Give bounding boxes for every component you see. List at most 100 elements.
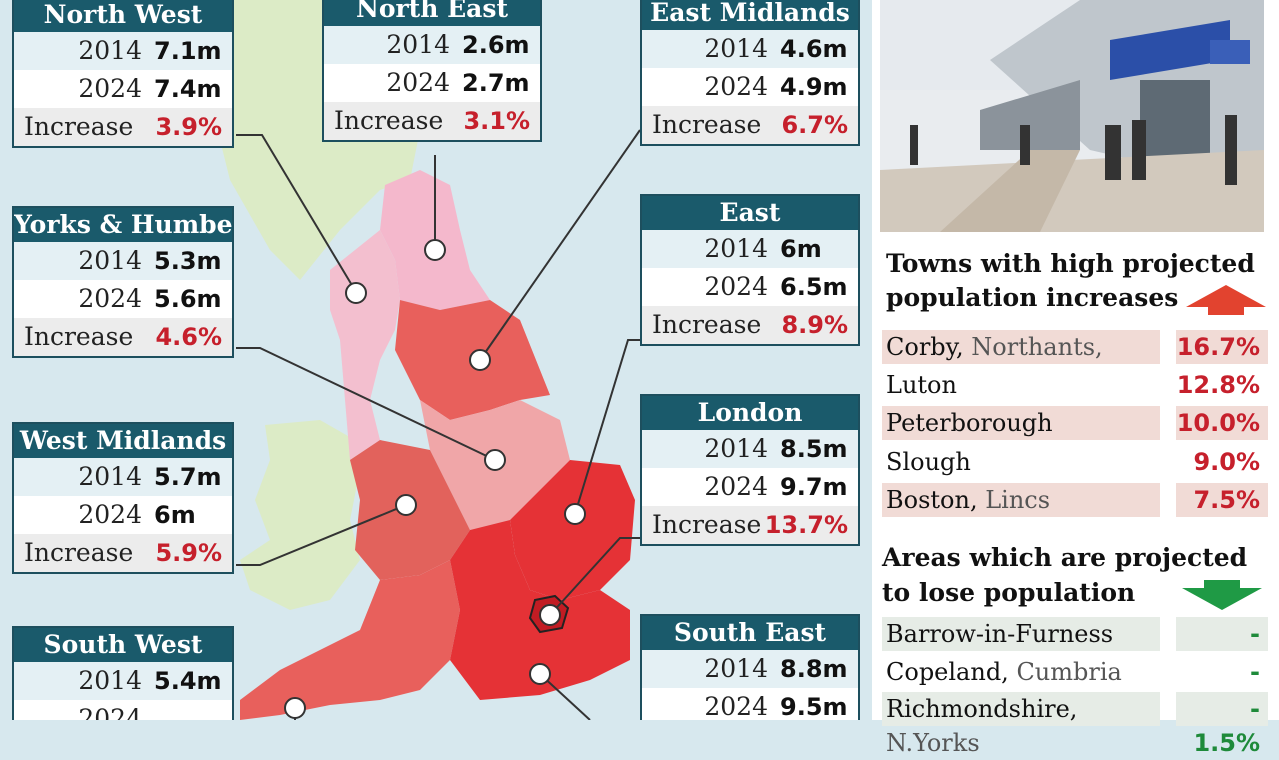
list-item: Barrow-in-Furness - 4.3% bbox=[882, 617, 1268, 682]
increase-label: Increase bbox=[24, 538, 134, 567]
marker-east-midlands bbox=[484, 449, 506, 471]
street-photo bbox=[880, 0, 1264, 232]
up-arrow-icon bbox=[1186, 285, 1266, 315]
town-name: Barrow-in-Furness bbox=[886, 620, 1114, 648]
year-label: 2014 bbox=[386, 30, 450, 59]
card-title: North East bbox=[324, 0, 540, 26]
increase-label: Increase bbox=[24, 322, 134, 351]
town-name: Boston, bbox=[886, 486, 978, 514]
town-value: 16.7% bbox=[1176, 330, 1268, 364]
isle-of-man-land bbox=[240, 170, 258, 196]
increase-label: Increase bbox=[334, 106, 444, 135]
increase-value: 6.7% bbox=[781, 111, 848, 139]
value-2024: 2.7m bbox=[462, 69, 530, 97]
increase-value: 3.9% bbox=[155, 113, 222, 141]
value-2024: 6m bbox=[154, 501, 196, 529]
town-value: - 1.5% bbox=[1176, 692, 1268, 757]
town-county: Cumbria bbox=[1008, 658, 1122, 686]
card-title: East Midlands bbox=[642, 0, 858, 30]
card-west-midlands: West Midlands 2014 5.7m 2024 6m Increase 5.… bbox=[12, 422, 234, 574]
year-label: 2024 bbox=[78, 500, 142, 529]
towns-increase-title-2: population increases bbox=[886, 283, 1179, 312]
marker-north-east bbox=[424, 239, 446, 261]
town-county: N.Yorks bbox=[886, 729, 980, 757]
down-arrow-icon bbox=[1182, 580, 1262, 610]
marker-west-midlands bbox=[395, 494, 417, 516]
year-label: 2014 bbox=[704, 34, 768, 63]
list-item: Slough 9.0% bbox=[882, 445, 1268, 479]
list-item: Corby, Northants, above 16.7% bbox=[882, 330, 1268, 395]
towns-increase-title-1: Towns with high projected bbox=[886, 249, 1255, 278]
value-2024: 7.4m bbox=[154, 75, 222, 103]
year-label: 2014 bbox=[78, 462, 142, 491]
value-2014: 5.4m bbox=[154, 667, 222, 695]
value-2014: 7.1m bbox=[154, 37, 222, 65]
value-2014: 2.6m bbox=[462, 31, 530, 59]
card-east-midlands: East Midlands 2014 4.6m 2024 4.9m Increase… bbox=[640, 0, 860, 146]
town-name: Corby, bbox=[886, 333, 964, 361]
card-title: East bbox=[642, 196, 858, 230]
region-south-west bbox=[240, 560, 460, 720]
town-name: Luton bbox=[886, 371, 957, 399]
side-panel: Towns with high projected population inc… bbox=[872, 0, 1279, 757]
town-value: - 2.4% bbox=[1176, 655, 1268, 720]
card-title: South West bbox=[14, 628, 232, 662]
year-label: 2014 bbox=[78, 36, 142, 65]
town-value: 10.0% bbox=[1176, 406, 1268, 440]
town-value: 9.0% bbox=[1176, 445, 1268, 479]
year-label: 2024 bbox=[704, 472, 768, 501]
marker-yorks bbox=[469, 349, 491, 371]
increase-value: 3.1% bbox=[463, 107, 530, 135]
value-2024: 5.6m bbox=[154, 285, 222, 313]
year-label: 2014 bbox=[78, 246, 142, 275]
list-item: Peterborough 10.0% bbox=[882, 406, 1268, 440]
marker-south-west bbox=[284, 697, 306, 719]
card-east: East 2014 6m 2024 6.5m Increase 8.9% bbox=[640, 194, 860, 346]
value-2014: 5.3m bbox=[154, 247, 222, 275]
card-yorks-humber: Yorks & Humber 2014 5.3m 2024 5.6m Increas… bbox=[12, 206, 234, 358]
value-2024: 4.9m bbox=[780, 73, 848, 101]
value-2024 bbox=[154, 700, 232, 720]
wales-land bbox=[240, 420, 360, 610]
year-label: 2014 bbox=[78, 666, 142, 695]
value-2014: 8.5m bbox=[780, 435, 848, 463]
value-2014: 5.7m bbox=[154, 463, 222, 491]
card-north-west: North West 2014 7.1m 2024 7.4m Increase 3.9… bbox=[12, 0, 234, 148]
year-label: 2024 bbox=[704, 72, 768, 101]
region-east bbox=[510, 460, 635, 600]
town-county: Lincs bbox=[977, 486, 1051, 514]
card-title: London bbox=[642, 396, 858, 430]
town-value: 7.5% bbox=[1176, 483, 1268, 517]
card-london: London 2014 8.5m 2024 9.7m Increase 13.7% bbox=[640, 394, 860, 546]
town-value: 12.8% bbox=[1176, 368, 1268, 402]
value-2024: 9.7m bbox=[780, 473, 848, 501]
value-2014: 4.6m bbox=[780, 35, 848, 63]
increase-value: 8.9% bbox=[781, 311, 848, 339]
card-title: West Midlands bbox=[14, 424, 232, 458]
increase-label: Increase bbox=[652, 510, 762, 539]
card-south-east: South East 2014 8.8m 2024 9.5m bbox=[640, 614, 860, 720]
list-item: Boston, Lincs 7.5% bbox=[882, 483, 1268, 517]
card-title: Yorks & Humber bbox=[14, 208, 232, 242]
areas-decrease-title-1: Areas which are projected bbox=[882, 543, 1248, 572]
town-name: Richmondshire, bbox=[886, 695, 1078, 723]
value-2024: 9.5m bbox=[780, 693, 848, 720]
list-item: Richmondshire, N.Yorks - 1.5% bbox=[882, 692, 1268, 757]
marker-north-west bbox=[345, 282, 367, 304]
value-2014: 6m bbox=[780, 235, 822, 263]
marker-london bbox=[539, 604, 561, 626]
town-name: Peterborough bbox=[886, 409, 1053, 437]
areas-decrease-title-2: to lose population bbox=[882, 578, 1136, 607]
year-label: 2024 bbox=[704, 272, 768, 301]
year-label: 2014 bbox=[704, 234, 768, 263]
year-label: 2024 bbox=[78, 704, 142, 720]
marker-south-east bbox=[529, 663, 551, 685]
year-label: 2014 bbox=[704, 434, 768, 463]
year-label: 2024 bbox=[78, 284, 142, 313]
value-2014: 8.8m bbox=[780, 655, 848, 683]
card-title: South East bbox=[642, 616, 858, 650]
year-label: 2024 bbox=[78, 74, 142, 103]
increase-label: Increase bbox=[652, 110, 762, 139]
value-2024: 6.5m bbox=[780, 273, 848, 301]
year-label: 2024 bbox=[386, 68, 450, 97]
